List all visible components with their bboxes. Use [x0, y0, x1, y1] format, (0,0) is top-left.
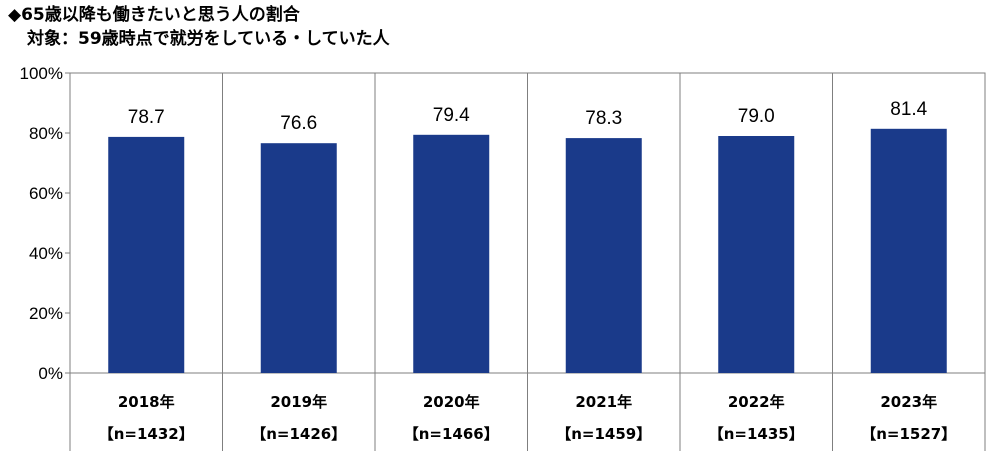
x-tick-label: 2021年 — [575, 393, 632, 411]
chart-title: ◆65歳以降も働きたいと思う人の割合 — [8, 5, 300, 25]
bar — [718, 136, 795, 373]
data-label: 78.7 — [128, 107, 165, 128]
sample-size-label: 【n=1432】 — [99, 425, 194, 443]
x-tick-label: 2019年 — [270, 393, 327, 411]
sample-size-label: 【n=1527】 — [861, 425, 956, 443]
x-tick-label: 2020年 — [423, 393, 480, 411]
y-tick-label: 60% — [29, 184, 63, 203]
sample-size-label: 【n=1466】 — [404, 425, 499, 443]
sample-size-label: 【n=1426】 — [251, 425, 346, 443]
data-label: 78.3 — [585, 108, 622, 129]
bar — [413, 134, 490, 373]
y-tick-label: 20% — [29, 304, 63, 323]
y-tick-label: 100% — [20, 64, 63, 83]
bar — [565, 138, 642, 373]
chart-subtitle: 対象：59歳時点で就労をしている・していた人 — [27, 29, 390, 49]
sample-size-label: 【n=1435】 — [709, 425, 804, 443]
sample-size-label: 【n=1459】 — [556, 425, 651, 443]
data-label: 81.4 — [890, 99, 927, 120]
y-tick-label: 0% — [38, 364, 63, 383]
x-tick-label: 2018年 — [118, 393, 175, 411]
x-tick-label: 2022年 — [728, 393, 785, 411]
data-label: 79.0 — [738, 106, 775, 127]
x-tick-label: 2023年 — [880, 393, 937, 411]
data-label: 76.6 — [280, 113, 317, 134]
data-label: 79.4 — [433, 105, 470, 126]
y-tick-label: 80% — [29, 124, 63, 143]
bar — [108, 136, 185, 373]
y-tick-label: 40% — [29, 244, 63, 263]
bar — [870, 128, 947, 373]
bar — [260, 143, 337, 373]
